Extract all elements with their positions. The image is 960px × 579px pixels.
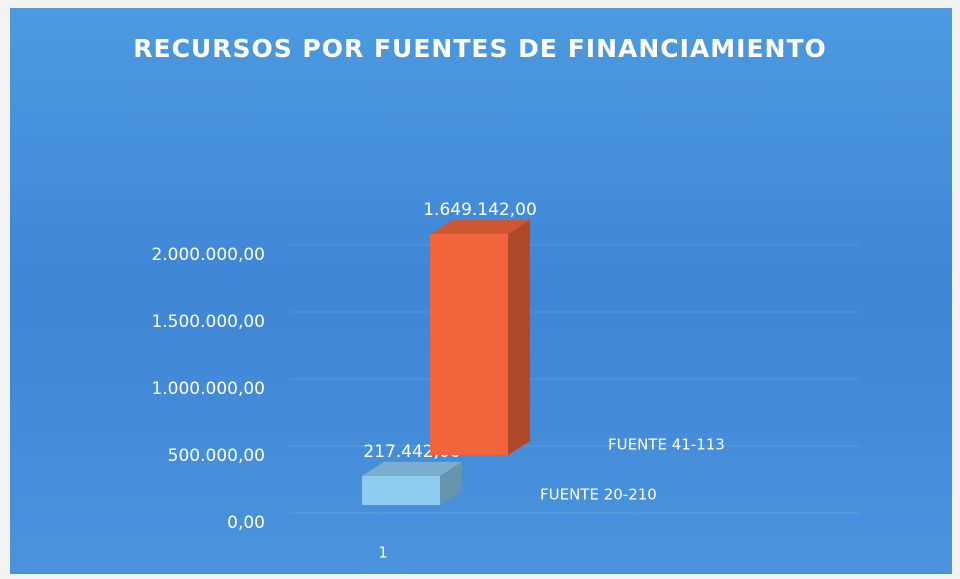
bar-side xyxy=(440,461,462,505)
y-tick-label: 1.500.000,00 xyxy=(151,312,265,332)
y-tick-label: 2.000.000,00 xyxy=(151,245,265,265)
y-tick-label: 500.000,00 xyxy=(168,446,265,466)
series-label: FUENTE 20-210 xyxy=(540,486,657,504)
value-label: 1.649.142,00 xyxy=(423,200,537,220)
bar-top xyxy=(362,461,462,476)
bar-side xyxy=(508,220,530,455)
series-label: FUENTE 41-113 xyxy=(608,436,725,454)
x-tick-label: 1 xyxy=(378,544,388,562)
bar xyxy=(362,461,462,505)
bar-top xyxy=(430,220,530,235)
y-tick-label: 1.000.000,00 xyxy=(151,379,265,399)
y-tick-label: 0,00 xyxy=(227,513,265,533)
bar xyxy=(430,220,530,455)
bar-front xyxy=(362,475,440,505)
chart-title: RECURSOS POR FUENTES DE FINANCIAMIENTO xyxy=(133,34,827,63)
bar-front xyxy=(430,234,508,455)
